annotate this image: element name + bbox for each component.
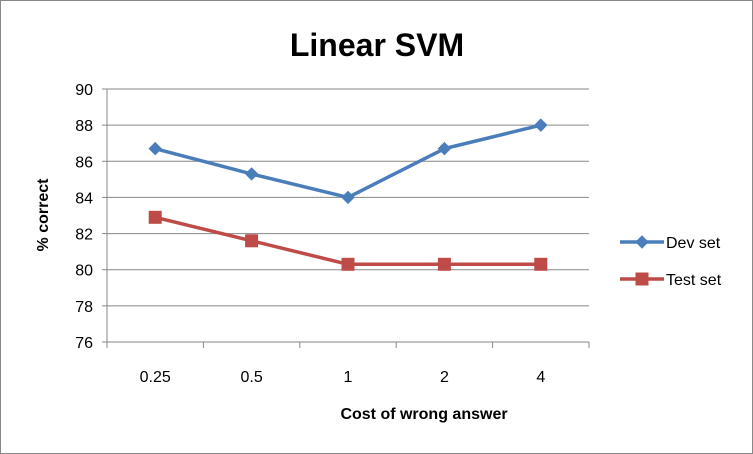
legend-label: Test set [666, 272, 722, 289]
y-tick-label: 90 [75, 82, 93, 99]
legend-marker [635, 272, 649, 286]
series-test-set [148, 210, 548, 271]
legend-item: Dev set [620, 235, 721, 252]
data-point [148, 141, 162, 156]
y-tick-labels: 76 78 80 82 84 86 88 90 [75, 82, 93, 352]
axes [102, 88, 590, 348]
series-dev-set [148, 118, 548, 205]
data-point [148, 210, 162, 224]
x-tick-labels: 0.25 0.5 1 2 4 [140, 369, 546, 386]
data-point [341, 257, 355, 271]
x-tick-label: 4 [536, 369, 545, 386]
data-point [245, 234, 259, 248]
data-point [244, 167, 259, 181]
series-group [148, 118, 548, 271]
x-tick-label: 0.25 [140, 369, 171, 386]
y-tick-label: 82 [75, 227, 93, 244]
legend-item: Test set [620, 272, 722, 289]
x-tick-label: 2 [440, 369, 449, 386]
x-axis-label: Cost of wrong answer [340, 406, 507, 423]
data-point [341, 190, 355, 205]
data-point [437, 257, 451, 271]
legend: Dev set Test set [620, 235, 722, 289]
legend-marker [635, 235, 649, 249]
chart-title: Linear SVM [290, 27, 464, 63]
gridlines [107, 88, 589, 307]
data-point [534, 257, 548, 271]
y-tick-label: 76 [75, 335, 93, 352]
y-tick-label: 84 [75, 190, 93, 207]
x-tick-label: 1 [344, 369, 353, 386]
y-tick-label: 86 [75, 154, 93, 171]
y-tick-label: 78 [75, 299, 93, 316]
legend-label: Dev set [666, 235, 721, 252]
data-point [534, 118, 548, 132]
data-point [437, 141, 452, 156]
y-axis-label: % correct [35, 178, 52, 252]
x-tick-label: 0.5 [240, 369, 262, 386]
y-tick-label: 80 [75, 263, 93, 280]
y-tick-label: 88 [75, 118, 93, 135]
